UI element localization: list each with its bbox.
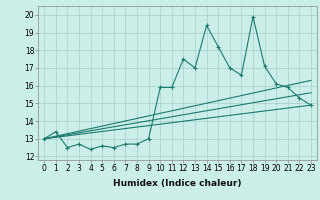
X-axis label: Humidex (Indice chaleur): Humidex (Indice chaleur) [113, 179, 242, 188]
